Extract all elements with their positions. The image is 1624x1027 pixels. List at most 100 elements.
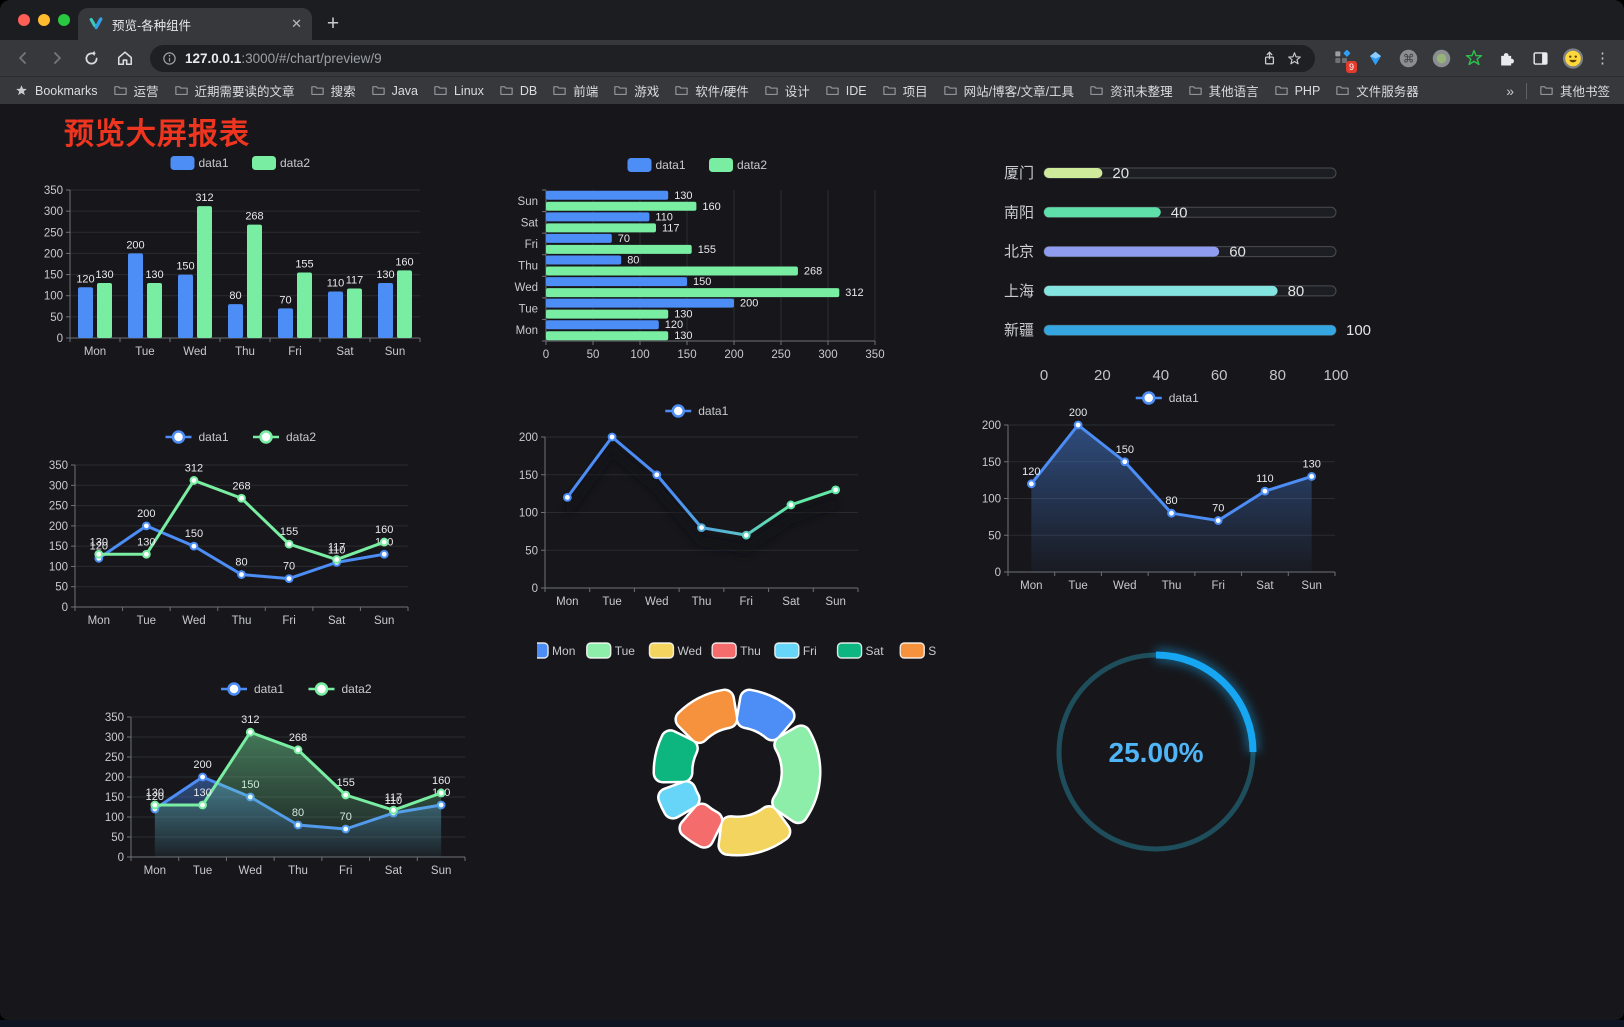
bookmark-folder[interactable]: 文件服务器 [1335,81,1419,100]
toolbar-actions: 9 ⌘ ⋮ [1327,47,1614,73]
forward-icon[interactable] [44,45,70,71]
chart-line-gradient: data1 0 50 100 150 200 Mon Tue Wed Thu Fri Sat Sun [505,400,895,612]
svg-text:厦门: 厦门 [1004,165,1034,182]
folder-icon [1188,86,1202,95]
side-panel-icon[interactable] [1529,47,1551,69]
green-star-extension-icon[interactable] [1463,47,1485,69]
back-icon[interactable] [10,45,36,71]
svg-text:268: 268 [289,732,307,744]
svg-text:Sat: Sat [336,346,354,358]
svg-text:150: 150 [105,792,124,804]
svg-text:Mon: Mon [552,644,575,658]
bookmark-folder[interactable]: 项目 [882,81,928,100]
folder-icon [174,86,188,95]
svg-text:data2: data2 [286,430,316,444]
svg-text:Mon: Mon [516,325,538,337]
svg-text:50: 50 [55,582,68,594]
svg-text:0: 0 [1040,367,1048,384]
svg-text:200: 200 [1069,407,1087,419]
bookmarks-label: Bookmarks [35,83,98,98]
tab-close-icon[interactable]: ✕ [291,16,302,31]
bookmark-folder[interactable]: 其他语言 [1188,81,1259,100]
bookmark-folder[interactable]: Java [371,81,418,100]
svg-text:0: 0 [532,583,538,595]
svg-text:data1: data1 [199,156,229,170]
zoom-window-button[interactable] [58,14,70,26]
svg-text:130: 130 [90,536,108,548]
bookmark-folder[interactable]: 游戏 [613,81,659,100]
chart-line-area: data1 0 50 100 150 200 Mon Tue Wed Thu Fri Sat Sun 12… [963,388,1378,600]
gem-extension-icon[interactable] [1364,47,1386,69]
svg-text:312: 312 [195,192,213,204]
home-icon[interactable] [112,45,138,71]
svg-text:130: 130 [146,787,164,799]
svg-text:Thu: Thu [1162,580,1182,592]
svg-text:250: 250 [105,752,124,764]
chart-grouped-bar: data1 data2 0 50 100 150 200 250 300 350 Mon Tue Wed… [28,150,458,370]
chart-horizontal-bar: data1 data2 0 50 100 150 200 250 300 350 Sun 130 160… [500,152,900,377]
svg-text:80: 80 [627,255,639,267]
title-bar: 预览-各种组件 ✕ + [0,0,1624,40]
svg-text:Sun: Sun [825,596,845,608]
svg-text:100: 100 [519,508,538,520]
close-window-button[interactable] [18,14,30,26]
bookmark-star-icon[interactable] [1286,50,1303,67]
folder-icon [371,86,385,95]
svg-text:Wed: Wed [677,644,701,658]
bookmark-folder[interactable]: 设计 [764,81,810,100]
svg-text:200: 200 [740,298,758,310]
bookmark-folder[interactable]: 搜索 [310,81,356,100]
reload-icon[interactable] [78,45,104,71]
bookmark-folder[interactable]: Linux [433,81,484,100]
chart-donut: Mon Tue Wed Thu Fri Sat Sun [523,636,950,886]
svg-text:Mon: Mon [1020,580,1042,592]
bookmark-folder[interactable]: 近期需要读的文章 [174,81,295,100]
browser-tab[interactable]: 预览-各种组件 ✕ [78,8,312,40]
share-icon[interactable] [1261,50,1278,67]
extension-grid-icon[interactable]: 9 [1331,47,1357,73]
folder-icon [500,86,513,95]
svg-text:150: 150 [982,457,1001,469]
menu-kebab-icon[interactable]: ⋮ [1595,50,1610,67]
bookmark-folder[interactable]: 前端 [552,81,598,100]
svg-text:50: 50 [587,349,600,361]
svg-text:130: 130 [193,787,211,799]
bookmarks-overflow-chevron[interactable]: » [1506,82,1514,99]
new-tab-button[interactable]: + [326,12,340,35]
bookmarks-root[interactable]: Bookmarks [14,83,98,98]
site-info-icon[interactable] [162,51,177,66]
svg-text:Fri: Fri [1212,580,1225,592]
command-extension-icon[interactable]: ⌘ [1397,47,1419,69]
address-bar[interactable]: 127.0.0.1:3000/#/chart/preview/9 [150,44,1315,72]
bookmark-label: 文件服务器 [1356,85,1419,99]
svg-text:110: 110 [1256,473,1274,485]
bookmark-folder[interactable]: IDE [825,81,867,100]
svg-text:data1: data1 [698,404,728,418]
bookmark-folder[interactable]: 软件/硬件 [674,81,749,100]
svg-text:Sat: Sat [521,217,539,229]
svg-text:北京: 北京 [1004,244,1034,261]
puzzle-extensions-icon[interactable] [1496,47,1518,69]
svg-text:312: 312 [185,462,203,474]
folder-icon [113,86,127,95]
svg-text:130: 130 [674,309,692,321]
svg-text:Sat: Sat [866,644,885,658]
record-extension-icon[interactable] [1430,47,1452,69]
svg-text:Mon: Mon [144,865,166,877]
folder-icon [614,86,627,95]
svg-text:60: 60 [1211,367,1228,384]
profile-avatar[interactable] [1562,47,1584,69]
bookmark-folder[interactable]: 运营 [113,81,159,100]
svg-text:200: 200 [724,349,743,361]
bookmark-folder[interactable]: DB [499,81,537,100]
svg-text:100: 100 [982,494,1001,506]
svg-text:350: 350 [49,460,68,472]
bookmark-folder[interactable]: 网站/博客/文章/工具 [943,81,1074,100]
url-host: 127.0.0.1 [185,50,242,66]
minimize-window-button[interactable] [38,14,50,26]
bookmark-folder[interactable]: PHP [1274,81,1320,100]
svg-text:data2: data2 [342,682,372,696]
bookmark-folder[interactable]: 资讯未整理 [1089,81,1173,100]
other-bookmarks[interactable]: 其他书签 [1539,81,1610,100]
